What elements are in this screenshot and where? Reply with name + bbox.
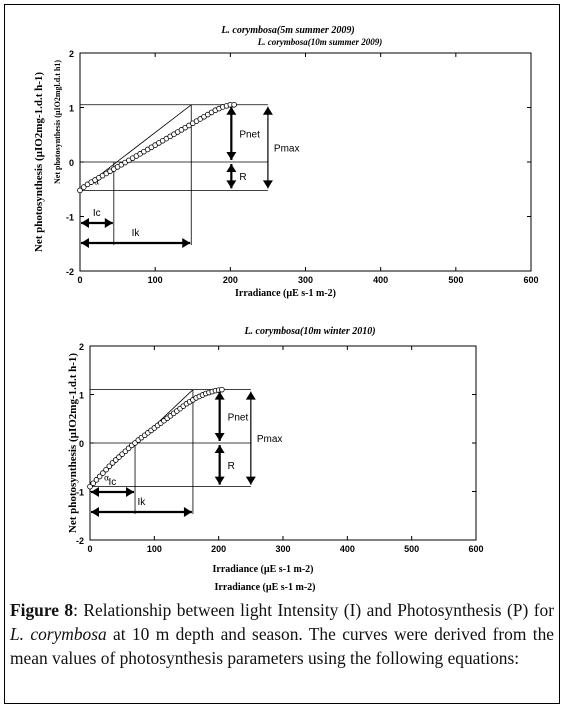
chart1-ik-arrow-head-right (182, 238, 191, 248)
chart1-xtick-label-5: 500 (448, 275, 463, 285)
chart2-data-point-0 (87, 483, 93, 490)
chart2-xtick-label-0: 0 (87, 544, 92, 554)
chart2-ytick-label-0: -2 (76, 536, 84, 546)
chart2-pnet-arrow-head-up (214, 391, 225, 400)
chart1-data-point-0 (77, 187, 83, 194)
chart2-data-point-6 (106, 463, 113, 470)
chart2-pmax-label: Pmax (257, 434, 283, 445)
caption-species: L. corymbosa (10, 624, 107, 644)
chart1-pmax-arrow-head-down (262, 180, 273, 189)
chart2-title: L. corymbosa(10m winter 2010) (243, 326, 375, 337)
chart2-r-arrow-head-up (214, 445, 225, 453)
chart2-data-point-2 (93, 477, 100, 483)
chart1-xtick-label-4: 400 (373, 275, 388, 285)
chart2-ic-arrow-head-left (91, 487, 99, 497)
chart2-xtick-label-4: 400 (340, 544, 355, 554)
chart2-xlabel-secondary: Irradiance (µE s-1 m-2) (214, 582, 315, 593)
chart2-ic-label: Ic (109, 477, 117, 488)
chart1-ytick-label-1: -1 (66, 213, 74, 223)
chart2-ik-arrow-head-left (91, 507, 99, 517)
chart2-data-point-5 (103, 466, 109, 473)
chart1-pmax-arrow-head-up (262, 106, 273, 115)
chart2-fitted-curve (89, 389, 222, 487)
chart1-r-label: R (239, 172, 246, 183)
chart1-ylabel-secondary: Net photosynthesis (µIO2mgl.d.t h1) (53, 60, 62, 184)
chart1-xtick-label-6: 600 (523, 275, 538, 285)
chart2-r-label: R (228, 461, 235, 472)
chart2-pnet-arrow-head-down (214, 433, 225, 441)
chart2-xtick-label-2: 200 (211, 544, 226, 554)
chart1-xtick-label-1: 100 (148, 275, 163, 285)
chart1-ytick-label-3: 1 (69, 104, 74, 114)
chart1-pnet-label: Pnet (239, 129, 260, 140)
chart2-pmax-arrow-head-up (245, 391, 256, 400)
chart2-alpha-label: α (104, 474, 110, 483)
chart1-ic-label: Ic (93, 208, 101, 219)
chart2-xtick-label-3: 300 (275, 544, 290, 554)
chart2-data-point-4 (100, 470, 106, 476)
chart1-ik-label: Ik (132, 228, 141, 239)
chart2-ytick-label-2: 0 (79, 439, 84, 449)
chart1-data-point-1 (80, 184, 87, 190)
chart2-xtick-label-6: 600 (468, 544, 483, 554)
chart2-data-point-1 (90, 480, 97, 487)
chart1-ytick-label-0: -2 (66, 267, 74, 277)
chart2-xtick-label-1: 100 (147, 544, 162, 554)
chart1-data-point-41 (231, 101, 237, 108)
chart2-xtick-label-5: 500 (404, 544, 419, 554)
chart2-ytick-label-4: 2 (79, 342, 84, 352)
chart2-pnet-label: Pnet (228, 412, 249, 423)
chart1-xtick-label-2: 200 (223, 275, 238, 285)
chart1-ylabel: Net photosynthesis (µIO2mg-1.d.t h-1) (33, 72, 45, 253)
chart2-ytick-label-1: -1 (76, 488, 84, 498)
figure-caption: Figure 8: Relationship between light Int… (10, 598, 554, 670)
chart2-ic-arrow-head-right (126, 487, 135, 497)
chart1-xtick-label-0: 0 (77, 275, 82, 285)
caption-text-after: at 10 m depth and season. The curves wer… (10, 624, 554, 668)
chart1-pnet-arrow-head-down (226, 152, 237, 160)
chart2-pmax-arrow-head-down (245, 476, 256, 485)
chart1-xlabel: Irradiance (µE s-1 m-2) (235, 288, 336, 299)
chart2-data-point-3 (96, 473, 103, 480)
chart2-ytick-label-3: 1 (79, 391, 84, 401)
figure-svg: L. corymbosa(5m summer 2009)L. corymbosa… (33, 25, 539, 593)
chart2-ylabel: Net photosynthesis (µIO2mg-1.d.t h-1) (67, 353, 79, 534)
chart2-xlabel: Irradiance (µE s-1 m-2) (212, 564, 313, 575)
caption-text-before: : Relationship between light Intensity (… (73, 600, 554, 620)
chart1-title: L. corymbosa(5m summer 2009) (220, 25, 354, 36)
chart2-data-point-41 (219, 386, 225, 393)
chart2-r-arrow-head-down (214, 476, 225, 485)
figure-frame (4, 4, 560, 704)
chart1-pnet-arrow-head-up (226, 106, 237, 115)
chart2-ik-label: Ik (137, 497, 146, 508)
chart1-pmax-label: Pmax (274, 144, 300, 155)
chart1-subtitle: L. corymbosa(10m summer 2009) (257, 37, 383, 47)
chart2-ik-arrow-head-right (183, 507, 192, 517)
caption-label: Figure 8 (10, 600, 74, 620)
chart1-ic-arrow-head-right (104, 218, 113, 228)
chart1-ik-arrow-head-left (81, 238, 89, 248)
chart1-r-arrow-head-up (226, 164, 237, 172)
chart1-ytick-label-2: 0 (69, 158, 74, 168)
chart1-ytick-label-4: 2 (69, 49, 74, 59)
chart1-xtick-label-3: 300 (298, 275, 313, 285)
chart1-r-arrow-head-down (226, 180, 237, 189)
chart1-ic-arrow-head-left (81, 218, 89, 228)
